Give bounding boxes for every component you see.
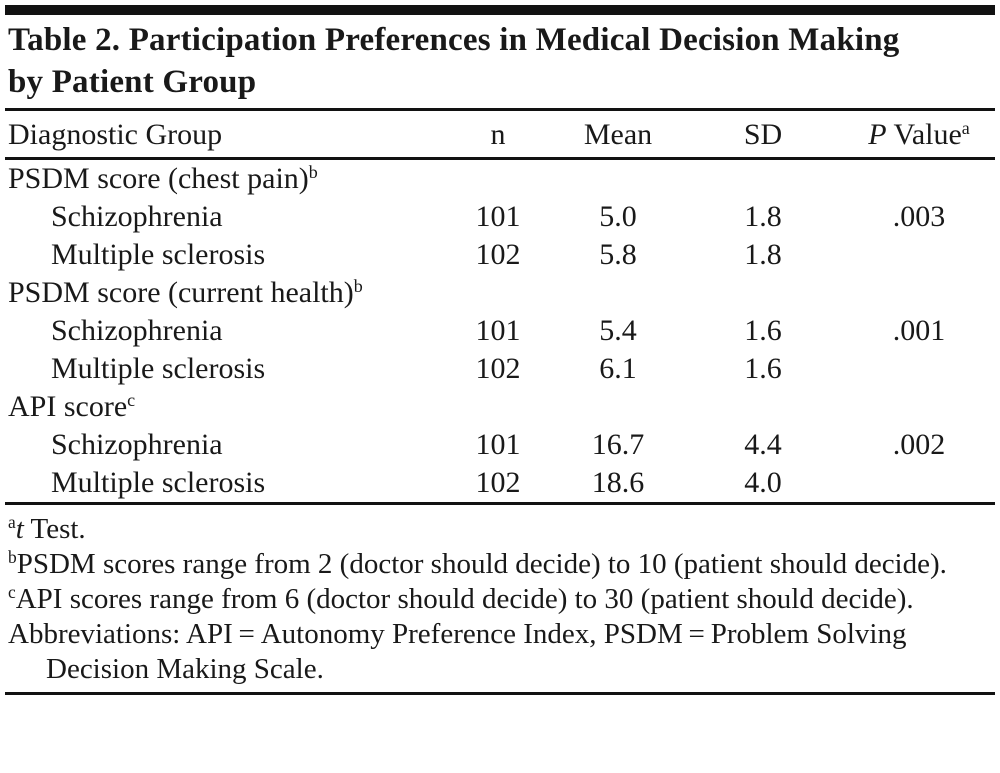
row-label: Schizophrenia	[51, 200, 223, 233]
cell-sd: 1.8	[744, 200, 782, 233]
cell-n: 101	[475, 428, 521, 461]
footnote-marker: b	[308, 162, 318, 183]
table-row: Multiple sclerosis 102 18.6 4.0	[5, 464, 995, 504]
p-value-footnote-marker: a	[961, 118, 970, 139]
cell-mean	[553, 159, 683, 199]
cell-n	[443, 388, 553, 426]
cell-sd: 4.4	[744, 428, 782, 461]
table-title: Table 2. Participation Preferences in Me…	[5, 15, 995, 111]
cell-sd	[683, 274, 843, 312]
cell-mean	[553, 274, 683, 312]
header-row: Diagnostic Group n Mean SD P Valuea	[5, 111, 995, 160]
row-label: PSDM score (chest pain)b	[8, 162, 318, 195]
cell-n: 102	[475, 238, 521, 271]
footnote-c-marker: c	[8, 582, 16, 603]
table-row-section-current-health: PSDM score (current health)b	[5, 274, 995, 312]
row-label: Schizophrenia	[51, 314, 223, 347]
footnote-a-italic-t: t	[15, 513, 24, 545]
cell-mean: 5.8	[599, 238, 637, 271]
row-label: PSDM score (current health)b	[8, 276, 363, 309]
footnote-abbreviations: Abbreviations: API = Autonomy Preference…	[8, 618, 907, 685]
p-value-italic-p: P	[868, 118, 887, 151]
cell-n: 102	[475, 466, 521, 499]
row-label: Multiple sclerosis	[51, 238, 266, 271]
table-title-line-2: by Patient Group	[8, 64, 257, 100]
cell-n: 101	[475, 200, 521, 233]
cell-sd: 1.6	[744, 314, 782, 347]
cell-mean: 5.4	[599, 314, 637, 347]
footnote-a: at Test.	[8, 512, 86, 545]
row-label: Multiple sclerosis	[51, 466, 266, 499]
col-header-n: n	[443, 111, 553, 160]
cell-n	[443, 159, 553, 199]
row-label: Schizophrenia	[51, 428, 223, 461]
footnote-b-marker: b	[8, 547, 17, 568]
top-rule	[5, 5, 995, 15]
cell-p	[843, 350, 995, 388]
cell-p: .003	[892, 200, 946, 233]
footnote-marker: b	[353, 276, 363, 297]
table-footnotes: at Test. bPSDM scores range from 2 (doct…	[5, 505, 995, 695]
col-header-diagnostic-group: Diagnostic Group	[5, 111, 443, 160]
footnote-marker: c	[127, 390, 136, 411]
cell-p: .001	[892, 314, 946, 347]
cell-p: .002	[892, 428, 946, 461]
cell-sd: 1.6	[744, 352, 782, 385]
cell-mean: 5.0	[599, 200, 637, 233]
table-row-section-api-score: API scorec	[5, 388, 995, 426]
paper-table-figure: Table 2. Participation Preferences in Me…	[5, 5, 995, 695]
cell-p	[843, 464, 995, 504]
cell-mean: 16.7	[591, 428, 645, 461]
cell-n: 102	[475, 352, 521, 385]
table-row: Multiple sclerosis 102 6.1 1.6	[5, 350, 995, 388]
p-value-rest: Value	[886, 118, 962, 151]
participation-preferences-table: Diagnostic Group n Mean SD P Valuea PSDM…	[5, 111, 995, 505]
table-row-section-chest-pain: PSDM score (chest pain)b	[5, 159, 995, 199]
table-title-line-1: Table 2. Participation Preferences in Me…	[8, 22, 900, 58]
cell-n	[443, 274, 553, 312]
cell-mean: 6.1	[599, 352, 637, 385]
cell-sd	[683, 388, 843, 426]
cell-sd	[683, 159, 843, 199]
col-header-p-value: P Valuea	[843, 111, 995, 160]
cell-p	[843, 274, 995, 312]
table-row: Schizophrenia 101 5.0 1.8 .003	[5, 198, 995, 236]
col-header-sd: SD	[683, 111, 843, 160]
table-row: Multiple sclerosis 102 5.8 1.8	[5, 236, 995, 274]
footnote-b: bPSDM scores range from 2 (doctor should…	[8, 547, 947, 580]
row-label: API scorec	[8, 390, 136, 423]
row-label: Multiple sclerosis	[51, 352, 266, 385]
cell-p	[843, 236, 995, 274]
cell-mean	[553, 388, 683, 426]
footnote-c: cAPI scores range from 6 (doctor should …	[8, 582, 914, 615]
table-row: Schizophrenia 101 5.4 1.6 .001	[5, 312, 995, 350]
table-row: Schizophrenia 101 16.7 4.4 .002	[5, 426, 995, 464]
cell-n: 101	[475, 314, 521, 347]
cell-mean: 18.6	[591, 466, 645, 499]
col-header-mean: Mean	[553, 111, 683, 160]
cell-sd: 1.8	[744, 238, 782, 271]
footnote-a-marker: a	[8, 512, 16, 533]
cell-p	[843, 388, 995, 426]
cell-p	[843, 159, 995, 199]
cell-sd: 4.0	[744, 466, 782, 499]
